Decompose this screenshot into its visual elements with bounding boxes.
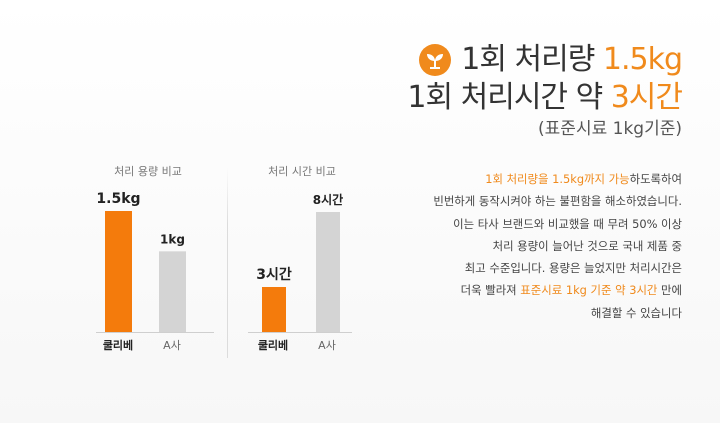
capacity-chart-title: 처리 용량 비교: [114, 165, 182, 178]
sprout-logo-icon: [419, 44, 452, 76]
time-chart-title: 처리 시간 비교: [268, 165, 336, 178]
chart-divider: [227, 168, 228, 358]
description-line-4: 처리 용량이 늘어난 것으로 국내 제품 중: [492, 238, 682, 253]
description-line-6-prefix: 더욱 빨라져: [460, 283, 521, 298]
capacity-data-label-coolibe: 1.5kg: [96, 191, 140, 207]
description-line-5: 최고 수준입니다. 용량은 늘었지만 처리시간은: [464, 261, 682, 276]
capacity-x-label-a: A사: [163, 339, 181, 352]
time-bar-coolibe: [262, 287, 286, 332]
headline-time-value: 3시간: [610, 80, 683, 115]
description-highlight-2: 표준시료 1kg 기준 약 3시간: [520, 283, 658, 298]
headline: 1회 처리량 1.5kg 1회 처리시간 약 3시간 (표준시료 1kg기준): [407, 42, 683, 140]
description-line-6-suffix: 만에: [657, 283, 682, 298]
time-chart-baseline: [248, 332, 352, 333]
capacity-x-label-coolibe: 쿨리베: [102, 339, 134, 352]
headline-capacity-value: 1.5kg: [602, 42, 683, 77]
description-line-7: 해결할 수 있습니다: [590, 305, 682, 320]
headline-line-2: 1회 처리시간 약 3시간: [407, 80, 683, 116]
time-data-label-coolibe: 3시간: [256, 266, 292, 283]
capacity-chart-baseline: [96, 332, 214, 333]
time-x-label-a: A사: [318, 339, 336, 352]
time-bar-a: [316, 212, 340, 332]
description-highlight-1: 1회 처리량을 1.5kg까지 가능: [485, 172, 630, 186]
capacity-bar-coolibe: [105, 211, 132, 332]
headline-line-1: 1회 처리량 1.5kg: [407, 42, 683, 78]
time-x-label-coolibe: 쿨리베: [257, 339, 289, 352]
description-line-3: 이는 타사 브랜드와 비교했을 때 무려 50% 이상: [453, 216, 682, 231]
headline-standard-note: (표준시료 1kg기준): [538, 119, 682, 139]
capacity-data-label-a: 1kg: [160, 232, 185, 246]
headline-line-1-text: 1회 처리량: [461, 42, 603, 77]
description-paragraph: 1회 처리량을 1.5kg까지 가능하도록하여 빈번하게 동작시켜야 하는 불편…: [362, 168, 682, 324]
headline-line-2-text: 1회 처리시간 약: [407, 80, 611, 115]
description-line-1-rest: 하도록하여: [629, 172, 682, 186]
time-data-label-a: 8시간: [313, 192, 343, 207]
capacity-bar-a: [159, 251, 186, 332]
description-line-2: 빈번하게 동작시켜야 하는 불편함을 해소하였습니다.: [433, 194, 682, 209]
